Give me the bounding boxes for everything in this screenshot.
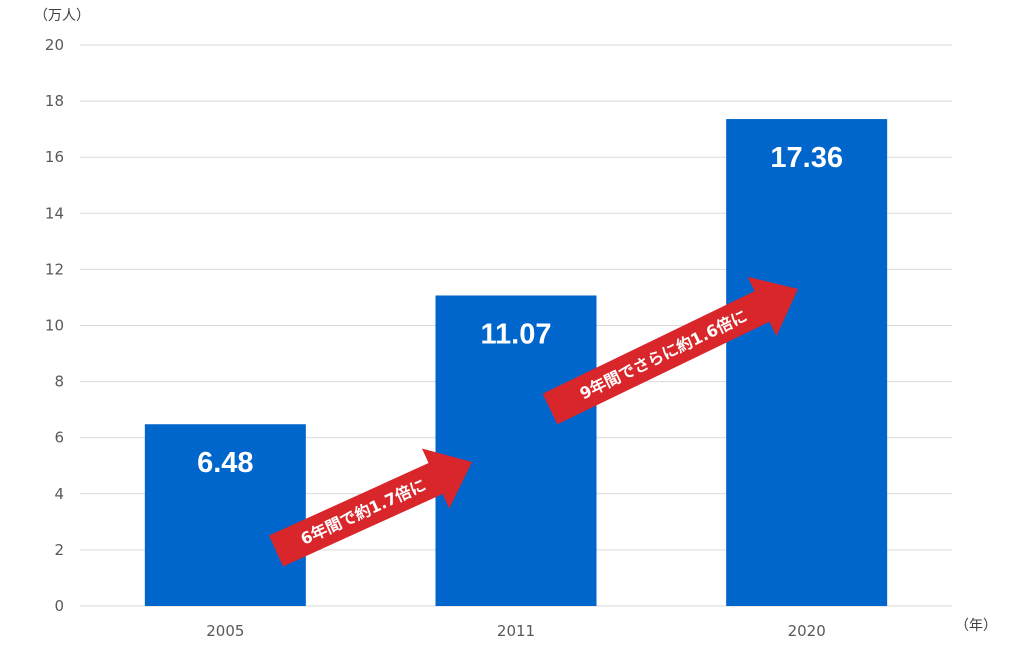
x-tick-label: 2011 [497,622,535,640]
bar [144,424,306,606]
bar-value-label: 11.07 [481,318,552,350]
arrow-annotation-text: 9年間でさらに約1.6倍に [577,306,750,403]
y-tick-label: 10 [45,317,64,335]
x-axis-ticks: 2005 2011 2020 [206,622,826,640]
y-tick-label: 20 [45,36,64,54]
arrow-shape [542,276,799,425]
y-tick-label: 8 [54,373,64,391]
bars: 6.48 11.07 17.36 [144,119,888,606]
y-tick-label: 2 [54,541,64,559]
x-axis-unit: （年） [955,618,997,634]
y-tick-label: 4 [54,485,64,503]
y-tick-label: 6 [54,429,64,447]
arrow-shape [268,448,473,567]
bar-value-label: 17.36 [770,142,843,174]
bar [435,295,597,606]
y-tick-label: 18 [45,92,64,110]
bar-value-label: 6.48 [197,447,253,479]
x-tick-label: 2020 [788,622,826,640]
y-tick-label: 14 [45,204,64,222]
y-axis-unit: （万人） [34,8,90,24]
arrow-annotation-text: 6年間で約1.7倍に [298,475,429,548]
bar [726,119,888,606]
y-tick-label: 12 [45,260,64,278]
y-axis-ticks: 0 2 4 6 8 10 12 14 16 18 20 [45,36,64,615]
x-tick-label: 2005 [206,622,244,640]
y-tick-label: 16 [45,148,64,166]
y-tick-label: 0 [54,597,64,615]
